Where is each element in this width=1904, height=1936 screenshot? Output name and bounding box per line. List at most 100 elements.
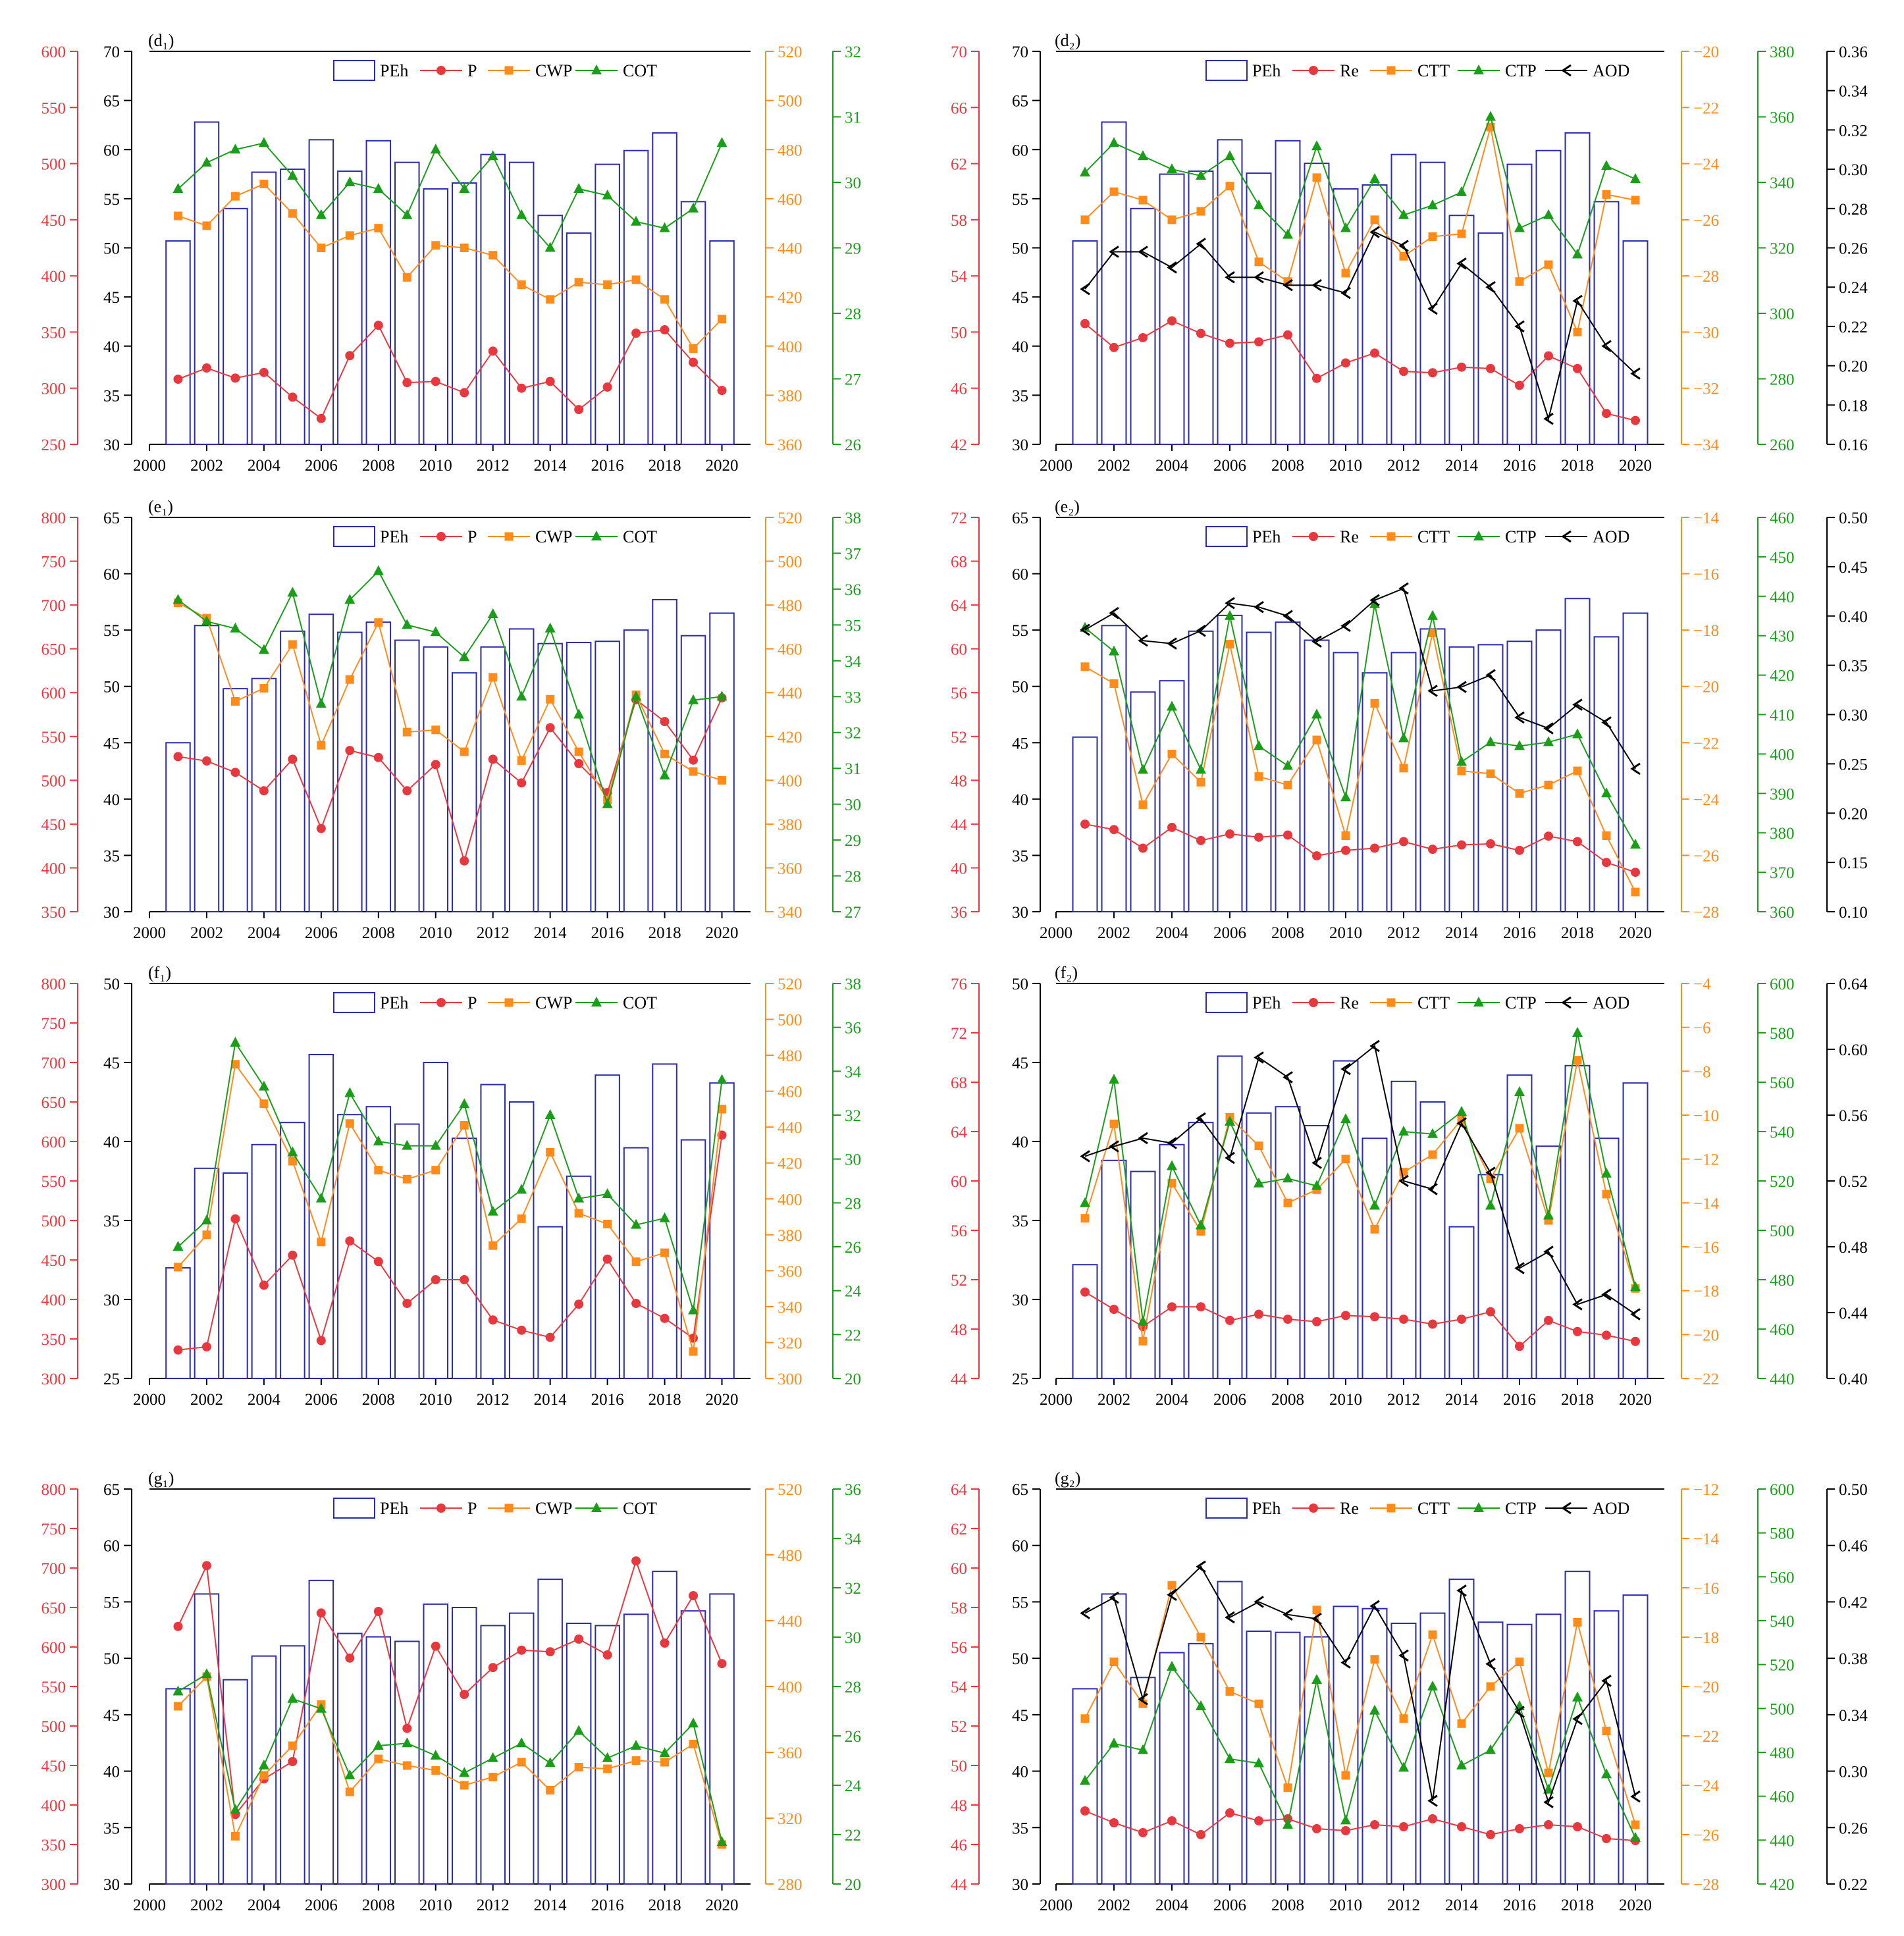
point-CWP [718, 315, 727, 324]
y-tick-label: 0.45 [1839, 559, 1868, 577]
y-tick-label: 34 [845, 1530, 862, 1548]
series-line-Re [1084, 320, 1636, 421]
point-Re [1486, 1307, 1495, 1317]
y-tick-label: 0.26 [1839, 240, 1868, 258]
point-CTT [1387, 1504, 1396, 1513]
point-CWP [660, 1758, 670, 1767]
y-tick-label: 0.48 [1839, 1239, 1868, 1257]
point-P [660, 1638, 670, 1648]
point-P [173, 752, 183, 762]
point-CTP [1456, 186, 1467, 196]
y-tick-label: 360 [1770, 109, 1795, 127]
legend-label-PEh: PEh [1252, 993, 1281, 1012]
x-tick-label: 2006 [305, 924, 338, 942]
x-tick-label: 2014 [534, 924, 568, 942]
y-tick-label: 26 [845, 1728, 861, 1746]
point-AOD [1543, 412, 1554, 425]
point-COT [459, 1767, 470, 1777]
x-tick-label: 2020 [706, 1897, 739, 1914]
y-tick-label: 420 [778, 729, 803, 746]
point-P [345, 746, 355, 756]
x-tick-label: 2002 [190, 457, 223, 475]
x-tick-label: 2020 [1619, 924, 1652, 942]
y-tick-label: 65 [1012, 93, 1028, 111]
point-CTP [1138, 1315, 1148, 1326]
point-COT [591, 1502, 602, 1512]
point-Re [1399, 1822, 1408, 1831]
bar-PEh [1159, 680, 1185, 912]
bar-PEh [1362, 1138, 1388, 1379]
x-tick-label: 2014 [1445, 924, 1479, 942]
bar-PEh [1390, 1623, 1417, 1885]
y-tick-label: 26 [845, 1239, 861, 1257]
point-P [574, 1635, 584, 1644]
y-tick-label: 60 [103, 142, 120, 159]
point-AOD [1283, 278, 1293, 292]
point-CTT [1109, 1658, 1119, 1666]
panel-label: (d₁) [148, 31, 174, 50]
y-tick-label: 64 [951, 1124, 968, 1141]
point-AOD [1601, 340, 1612, 352]
point-Re [1370, 1312, 1379, 1322]
y-tick-label: −26 [1693, 1827, 1719, 1844]
x-tick-label: 2006 [1213, 457, 1246, 475]
point-CWP [489, 1241, 498, 1250]
point-CWP [173, 1263, 182, 1272]
y-tick-label: 520 [778, 976, 803, 993]
point-CTT [1573, 1618, 1582, 1627]
point-Re [1457, 1315, 1466, 1324]
y-tick-label: 600 [1770, 976, 1795, 993]
point-CTP [1369, 1199, 1380, 1210]
y-tick-label: −4 [1693, 976, 1711, 993]
bar-PEh [566, 1175, 592, 1380]
y-tick-label: −8 [1693, 1063, 1711, 1081]
x-tick-label: 2004 [248, 1391, 281, 1409]
point-P [201, 1561, 211, 1571]
bar-PEh [1333, 1060, 1359, 1379]
bar-PEh [623, 149, 649, 445]
point-CWP [574, 1209, 583, 1218]
point-Re [1486, 1830, 1495, 1839]
point-CWP [259, 1099, 269, 1109]
bar-PEh [165, 742, 191, 913]
bar-PEh [652, 598, 677, 912]
x-tick-label: 2018 [1561, 1391, 1594, 1409]
panel-label: (d₂) [1055, 31, 1080, 50]
point-CTP [1283, 1172, 1293, 1183]
point-CTT [1544, 1768, 1553, 1777]
y-tick-label: 40 [103, 1134, 120, 1151]
point-AOD [1630, 1790, 1641, 1803]
point-CTP [1138, 1744, 1148, 1754]
point-P [345, 1653, 355, 1663]
point-CTP [1473, 531, 1484, 540]
x-tick-label: 2010 [1329, 924, 1362, 942]
y-tick-label: 28 [845, 305, 861, 323]
bar-PEh [1593, 1138, 1620, 1379]
panel: 2000 2002 2004 2006 2008 2010 2012 2014 2016 2018… [951, 1469, 1868, 1914]
point-Re [1080, 1287, 1090, 1297]
y-tick-label: 64 [951, 597, 968, 615]
point-CTP [1311, 708, 1322, 719]
point-Re [1544, 831, 1553, 841]
y-tick-label: 70 [103, 43, 120, 61]
point-P [660, 325, 670, 335]
point-CTT [1515, 789, 1524, 798]
point-P [230, 373, 240, 383]
x-tick-label: 2016 [591, 1391, 624, 1409]
point-CTP [1225, 150, 1235, 161]
point-CWP [660, 1248, 670, 1257]
point-COT [258, 137, 269, 147]
y-tick-label: 60 [951, 1173, 967, 1191]
legend-label-CTP: CTP [1505, 527, 1537, 546]
y-tick-label: 0.20 [1839, 358, 1868, 376]
bar-PEh [365, 1106, 392, 1379]
point-CTP [1630, 839, 1641, 849]
point-CTT [1283, 780, 1292, 789]
y-tick-label: 40 [103, 338, 120, 356]
panel-label: (g₁) [148, 1469, 174, 1488]
point-Re [1196, 1830, 1205, 1839]
y-tick-label: 35 [845, 617, 861, 635]
y-tick-label: 500 [41, 772, 66, 790]
y-tick-label: −26 [1693, 212, 1719, 230]
bar-PEh [1101, 1159, 1127, 1380]
